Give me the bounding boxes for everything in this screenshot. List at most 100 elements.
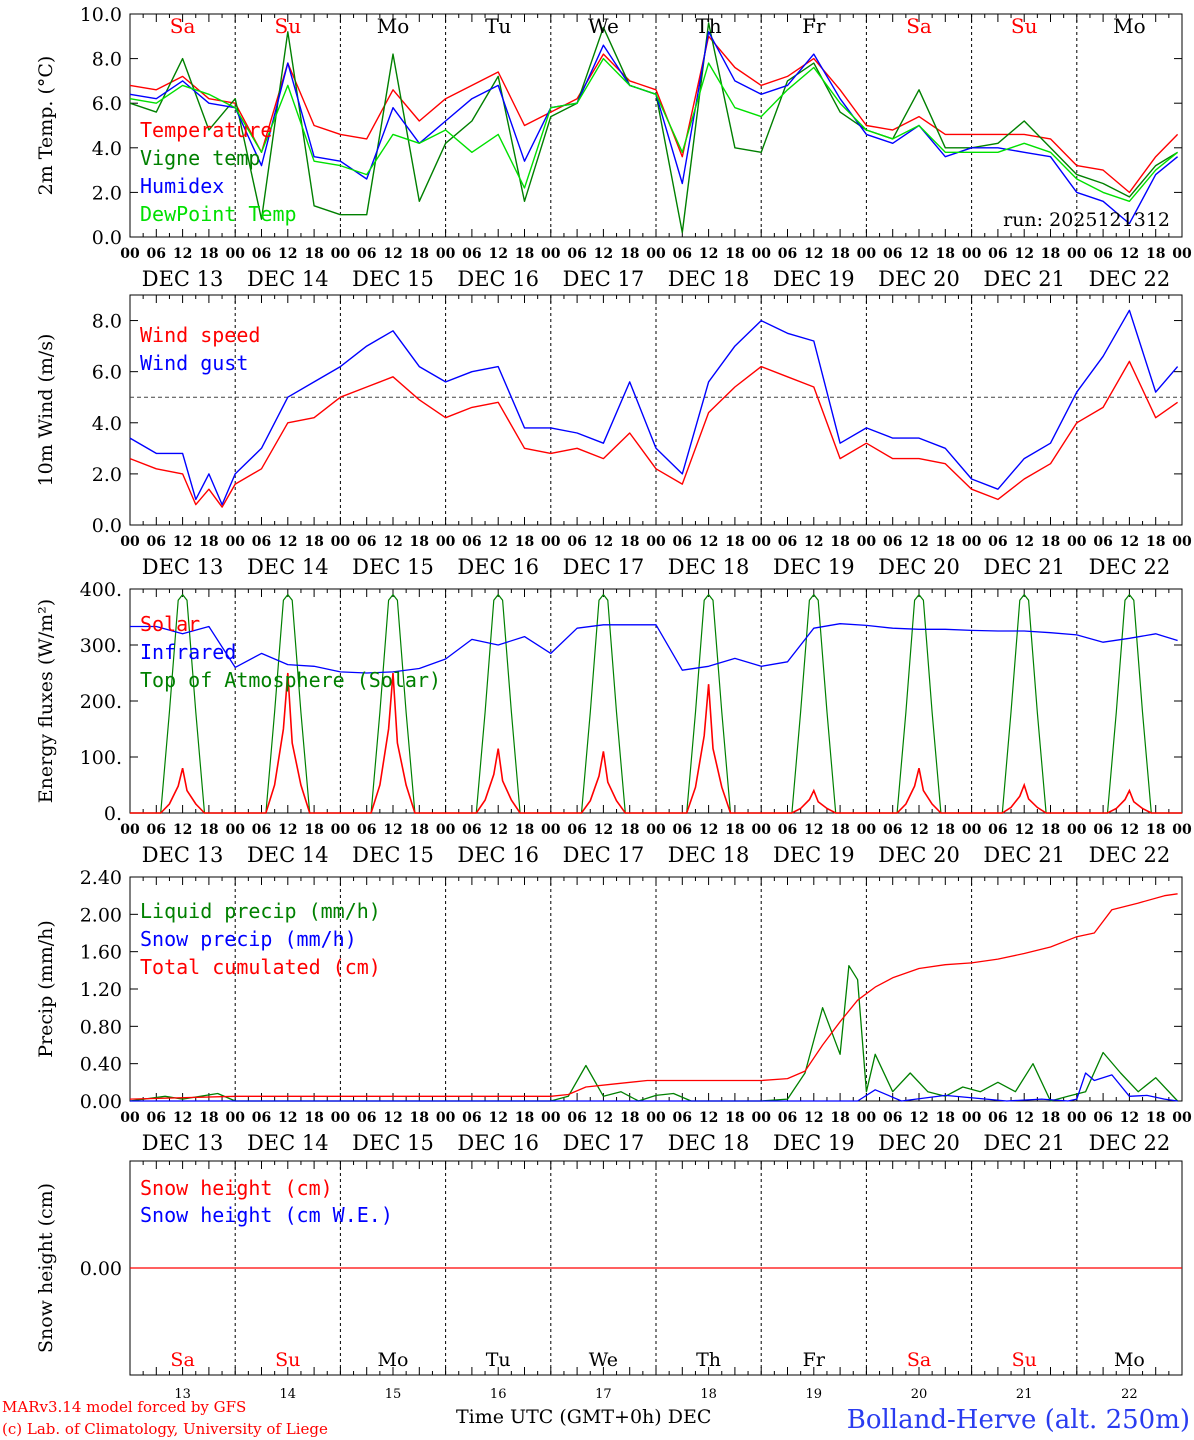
series-line-dewpoint-temp: [129, 57, 1179, 202]
hour-tick-label: 00: [225, 822, 245, 838]
footer-time-axis-label: Time UTC (GMT+0h) DEC: [456, 1406, 711, 1428]
hour-tick-label: 12: [173, 1110, 192, 1126]
hour-tick-label: 12: [1014, 1110, 1033, 1126]
hour-tick-label: 06: [147, 1110, 166, 1126]
weekday-label-bottom: Tu: [486, 1349, 511, 1371]
hour-tick-label: 12: [804, 534, 823, 550]
hour-tick-label: 12: [278, 822, 297, 838]
hour-tick-label: 18: [410, 822, 429, 838]
hour-tick-label: 18: [936, 534, 955, 550]
hour-tick-label: 06: [883, 246, 902, 262]
legend-entry: Temperature: [140, 118, 272, 142]
weekday-label-bottom: Th: [696, 1349, 721, 1371]
hour-tick-label: 06: [1093, 246, 1112, 262]
hour-tick-label: 18: [515, 1110, 534, 1126]
weekday-label-bottom: Fr: [803, 1349, 826, 1371]
hour-tick-label: 12: [1120, 822, 1139, 838]
date-label: DEC 20: [878, 1131, 960, 1155]
series-line-infrared: [130, 623, 1178, 674]
hour-tick-label: 12: [383, 246, 402, 262]
hour-tick-label: 18: [199, 246, 218, 262]
hour-tick-label: 12: [699, 246, 718, 262]
hour-tick-label: 18: [1146, 1110, 1165, 1126]
weekday-label-top: Sa: [170, 14, 196, 38]
hour-tick-label: 00: [1067, 1110, 1087, 1126]
y-axis-label: Precip (mm/h): [35, 920, 57, 1058]
hour-tick-label: 12: [909, 822, 928, 838]
hour-tick-label: 00: [962, 1110, 982, 1126]
weekday-label-top: Su: [275, 14, 302, 38]
panel-5: 0.00 Snow height (cm) Snow height (cm) Snow…: [35, 1160, 1183, 1376]
hour-tick-label: 00: [646, 822, 666, 838]
hour-tick-label: 18: [830, 534, 849, 550]
legend-entry: Vigne temp: [140, 146, 260, 170]
hour-tick-label: 00: [751, 246, 771, 262]
hour-tick-label: 18: [304, 534, 323, 550]
legend-entry: DewPoint Temp: [140, 202, 297, 226]
hour-tick-label: 12: [278, 246, 297, 262]
hour-tick-label: 06: [462, 246, 481, 262]
legend-entry: Wind gust: [140, 351, 248, 375]
hour-tick-label: 06: [673, 246, 692, 262]
run-label: run: 2025121312: [1003, 209, 1170, 231]
y-tick-label: 2.40: [80, 867, 122, 889]
y-axis-label: 10m Wind (m/s): [35, 334, 57, 487]
hour-tick-label: 12: [594, 246, 613, 262]
hour-tick-label: 06: [778, 534, 797, 550]
date-label: DEC 18: [668, 267, 750, 291]
date-label: DEC 19: [773, 1131, 855, 1155]
hour-tick-label: 12: [173, 822, 192, 838]
hour-tick-label: 12: [909, 246, 928, 262]
hour-tick-label: 12: [1014, 822, 1033, 838]
hour-tick-label: 18: [620, 822, 639, 838]
series-line-liquid-precip-mm-h-: [129, 965, 1179, 1102]
legend-entry: Solar: [140, 612, 200, 636]
date-label: DEC 14: [247, 267, 329, 291]
hour-tick-label: 12: [383, 1110, 402, 1126]
hour-tick-label: 06: [252, 822, 271, 838]
hour-tick-label: 06: [147, 246, 166, 262]
day-number-label: 22: [1121, 1387, 1138, 1402]
hour-tick-label: 00: [646, 534, 666, 550]
hour-tick-label: 00: [541, 534, 561, 550]
hour-tick-label: 12: [804, 822, 823, 838]
hour-tick-label: 18: [725, 246, 744, 262]
y-tick-label: 2.00: [80, 904, 122, 926]
y-tick-label: 0.00: [80, 1091, 122, 1113]
hour-tick-label: 18: [304, 246, 323, 262]
date-label: DEC 21: [983, 843, 1065, 867]
footer-lab-credit: (c) Lab. of Climatology, University of L…: [2, 1420, 328, 1438]
hour-tick-label: 06: [778, 822, 797, 838]
hour-tick-label: 00: [646, 246, 666, 262]
hour-tick-label: 00: [225, 1110, 245, 1126]
day-number-label: 20: [911, 1387, 928, 1402]
hour-tick-label: 18: [1146, 822, 1165, 838]
y-tick-label: 1.60: [80, 942, 122, 964]
weekday-label-bottom: Su: [1012, 1349, 1037, 1371]
hour-tick-label: 00: [541, 1110, 561, 1126]
weekday-label-top: Mo: [377, 14, 410, 38]
hour-tick-label: 12: [1120, 1110, 1139, 1126]
hour-tick-label: 06: [462, 1110, 481, 1126]
date-label: DEC 21: [983, 555, 1065, 579]
hour-tick-label: 00: [541, 822, 561, 838]
series-line-wind-gust: [129, 309, 1179, 506]
date-label: DEC 13: [142, 555, 224, 579]
weekday-label-top: Fr: [802, 14, 826, 38]
hour-tick-label: 00: [1172, 534, 1192, 550]
legend-entry: Top of Atmosphere (Solar): [140, 668, 441, 692]
y-tick-label: 2.0: [92, 182, 122, 204]
weekday-label-top: We: [588, 14, 619, 38]
hour-tick-label: 06: [567, 534, 586, 550]
legend-entry: Infrared: [140, 640, 236, 664]
hour-tick-label: 00: [331, 534, 351, 550]
hour-tick-label: 18: [304, 1110, 323, 1126]
hour-tick-label: 18: [199, 534, 218, 550]
weekday-label-top: Sa: [906, 14, 932, 38]
hour-tick-label: 06: [673, 534, 692, 550]
hour-tick-label: 00: [436, 246, 456, 262]
weekday-label-top: Tu: [485, 14, 511, 38]
hour-tick-label: 06: [147, 822, 166, 838]
hour-tick-label: 18: [725, 1110, 744, 1126]
hour-tick-label: 00: [857, 246, 877, 262]
